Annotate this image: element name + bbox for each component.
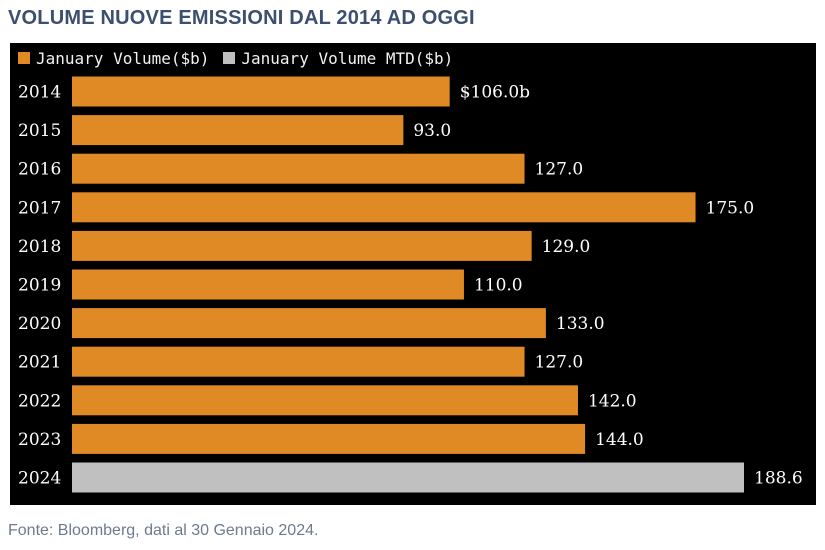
- legend-item-january-volume-mtd: January Volume MTD($b): [223, 49, 453, 68]
- legend-item-january-volume: January Volume($b): [18, 49, 209, 68]
- bar-january-volume: [72, 230, 532, 261]
- bar-value-label: 93.0: [413, 121, 451, 141]
- bar-value-label: 175.0: [706, 198, 755, 218]
- bar-january-volume: [72, 423, 586, 454]
- bar-value-label: 129.0: [542, 237, 591, 257]
- bar-value-label: 144.0: [595, 430, 644, 450]
- bar-value-label: 110.0: [474, 276, 523, 296]
- y-tick-label: 2019: [18, 276, 61, 296]
- source-note: Fonte: Bloomberg, dati al 30 Gennaio 202…: [8, 522, 319, 539]
- y-tick-label: 2016: [18, 160, 61, 180]
- chart-panel: January Volume($b) January Volume MTD($b…: [10, 43, 816, 505]
- y-tick-label: 2023: [18, 430, 61, 450]
- legend-label-january-volume: January Volume($b): [36, 48, 210, 68]
- bar-january-volume-mtd: [72, 462, 744, 493]
- bar-value-label: 188.6: [754, 469, 803, 489]
- legend-swatch-january-volume: [18, 52, 30, 64]
- bar-value-label: 127.0: [535, 353, 584, 373]
- y-tick-label: 2018: [18, 237, 61, 257]
- bar-january-volume: [72, 385, 578, 416]
- bar-value-label: 127.0: [535, 160, 584, 180]
- bar-chart-plot: 2014 $106.0b 2015 93.0 2016 127.0 2017 175.0 201…: [18, 76, 803, 493]
- y-tick-label: 2020: [18, 314, 61, 334]
- bar-january-volume: [72, 115, 404, 146]
- legend-swatch-january-volume-mtd: [223, 52, 236, 64]
- bar-january-volume: [72, 76, 450, 107]
- chart-title: VOLUME NUOVE EMISSIONI DAL 2014 AD OGGI: [8, 7, 475, 29]
- y-tick-label: 2021: [18, 353, 61, 373]
- bar-value-label: 133.0: [556, 314, 605, 334]
- chart-legend: January Volume($b) January Volume MTD($b…: [18, 47, 453, 69]
- y-tick-label: 2015: [18, 121, 61, 141]
- y-tick-label: 2024: [18, 469, 61, 489]
- bar-january-volume: [72, 153, 525, 184]
- bar-january-volume: [72, 346, 525, 377]
- bar-january-volume: [72, 308, 546, 339]
- bar-value-label: 142.0: [588, 391, 637, 411]
- bar-january-volume: [72, 269, 464, 300]
- y-tick-label: 2014: [18, 83, 61, 103]
- bar-value-label: $106.0b: [460, 83, 530, 103]
- legend-label-january-volume-mtd: January Volume MTD($b): [241, 48, 454, 68]
- y-tick-label: 2022: [18, 391, 61, 411]
- y-tick-label: 2017: [18, 198, 61, 218]
- bar-january-volume: [72, 192, 696, 223]
